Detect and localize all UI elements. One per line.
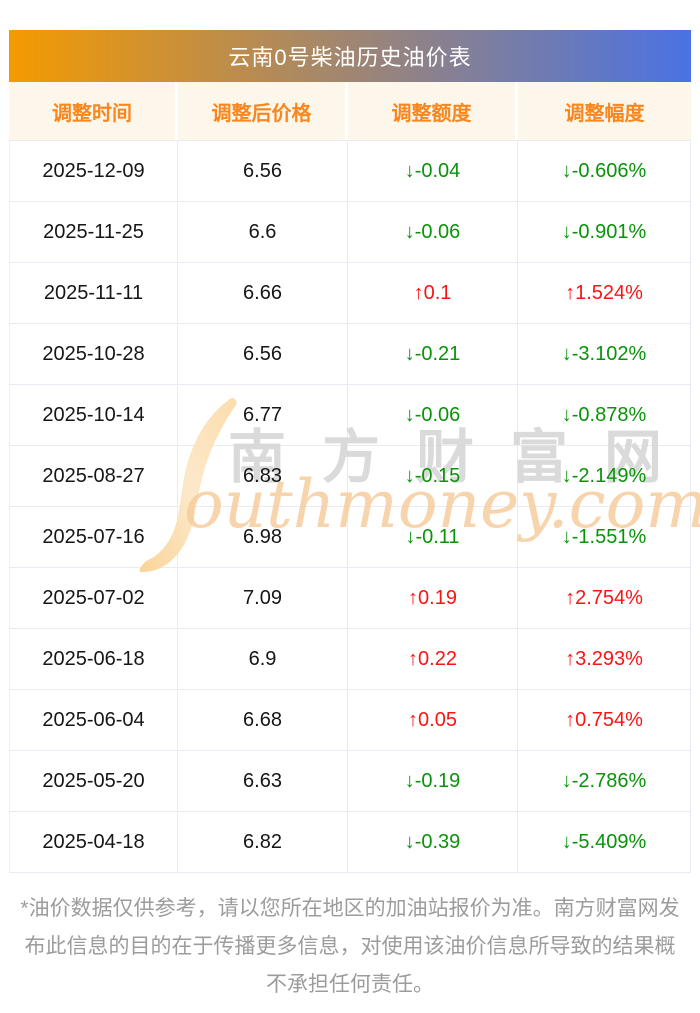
price-cell: 6.68 (178, 690, 348, 751)
date-cell: 2025-07-16 (9, 507, 178, 568)
percent-cell: ↑0.754% (518, 690, 691, 751)
change-cell: ↓-0.11 (348, 507, 518, 568)
table-title: 云南0号柴油历史油价表 (9, 30, 691, 82)
change-cell: ↑0.1 (348, 263, 518, 324)
date-cell: 2025-06-18 (9, 629, 178, 690)
change-cell: ↑0.05 (348, 690, 518, 751)
change-cell: ↓-0.19 (348, 751, 518, 812)
column-header-percent: 调整幅度 (564, 102, 645, 125)
percent-cell: ↓-0.878% (518, 385, 691, 446)
percent-cell: ↑2.754% (518, 568, 691, 629)
date-cell: 2025-11-25 (9, 202, 178, 263)
price-cell: 6.66 (178, 263, 348, 324)
column-header-change: 调整额度 (348, 82, 518, 140)
price-cell: 6.56 (178, 141, 348, 202)
table-row: 2025-06-04 6.68 ↑0.05 ↑0.754% (9, 690, 691, 751)
percent-cell: ↓-2.149% (518, 446, 691, 507)
change-cell: ↓-0.21 (348, 324, 518, 385)
table-row: 2025-05-20 6.63 ↓-0.19 ↓-2.786% (9, 751, 691, 812)
change-cell: ↓-0.06 (348, 202, 518, 263)
table-row: 2025-11-11 6.66 ↑0.1 ↑1.524% (9, 263, 691, 324)
change-cell: ↑0.19 (348, 568, 518, 629)
column-header-time: 调整时间 (9, 82, 178, 140)
percent-cell: ↓-2.786% (518, 751, 691, 812)
disclaimer-text: *油价数据仅供参考，请以您所在地区的加油站报价为准。南方财富网发布此信息的目的在… (20, 897, 680, 996)
table-row: 2025-07-02 7.09 ↑0.19 ↑2.754% (9, 568, 691, 629)
price-cell: 6.63 (178, 751, 348, 812)
price-cell: 6.9 (178, 629, 348, 690)
column-header-price: 调整后价格 (178, 82, 348, 140)
table-row: 2025-04-18 6.82 ↓-0.39 ↓-5.409% (9, 812, 691, 873)
price-cell: 6.83 (178, 446, 348, 507)
price-table: 云南0号柴油历史油价表 调整时间 调整后价格 调整额度 调整幅度 2025-12… (9, 30, 691, 873)
table-header-row: 调整时间 调整后价格 调整额度 调整幅度 (9, 82, 691, 140)
change-cell: ↓-0.06 (348, 385, 518, 446)
price-cell: 7.09 (178, 568, 348, 629)
table-row: 2025-06-18 6.9 ↑0.22 ↑3.293% (9, 629, 691, 690)
table-row: 2025-10-28 6.56 ↓-0.21 ↓-3.102% (9, 324, 691, 385)
price-cell: 6.98 (178, 507, 348, 568)
price-cell: 6.56 (178, 324, 348, 385)
price-cell: 6.82 (178, 812, 348, 873)
change-cell: ↓-0.39 (348, 812, 518, 873)
table-row: 2025-10-14 6.77 ↓-0.06 ↓-0.878% (9, 385, 691, 446)
percent-cell: ↑1.524% (518, 263, 691, 324)
table-row: 2025-07-16 6.98 ↓-0.11 ↓-1.551% (9, 507, 691, 568)
date-cell: 2025-06-04 (9, 690, 178, 751)
date-cell: 2025-11-11 (9, 263, 178, 324)
percent-cell: ↓-3.102% (518, 324, 691, 385)
price-cell: 6.6 (178, 202, 348, 263)
date-cell: 2025-07-02 (9, 568, 178, 629)
change-cell: ↓-0.04 (348, 141, 518, 202)
table-row: 2025-08-27 6.83 ↓-0.15 ↓-2.149% (9, 446, 691, 507)
table-row: 2025-11-25 6.6 ↓-0.06 ↓-0.901% (9, 202, 691, 263)
date-cell: 2025-12-09 (9, 141, 178, 202)
table-row: 2025-12-09 6.56 ↓-0.04 ↓-0.606% (9, 141, 691, 202)
percent-cell: ↓-0.901% (518, 202, 691, 263)
date-cell: 2025-04-18 (9, 812, 178, 873)
percent-cell: ↑3.293% (518, 629, 691, 690)
percent-cell: ↓-1.551% (518, 507, 691, 568)
percent-cell: ↓-0.606% (518, 141, 691, 202)
date-cell: 2025-08-27 (9, 446, 178, 507)
price-cell: 6.77 (178, 385, 348, 446)
table-body: 2025-12-09 6.56 ↓-0.04 ↓-0.606% 2025-11-25 6.… (9, 140, 691, 873)
percent-cell: ↓-5.409% (518, 812, 691, 873)
change-cell: ↓-0.15 (348, 446, 518, 507)
date-cell: 2025-05-20 (9, 751, 178, 812)
change-cell: ↑0.22 (348, 629, 518, 690)
date-cell: 2025-10-28 (9, 324, 178, 385)
date-cell: 2025-10-14 (9, 385, 178, 446)
